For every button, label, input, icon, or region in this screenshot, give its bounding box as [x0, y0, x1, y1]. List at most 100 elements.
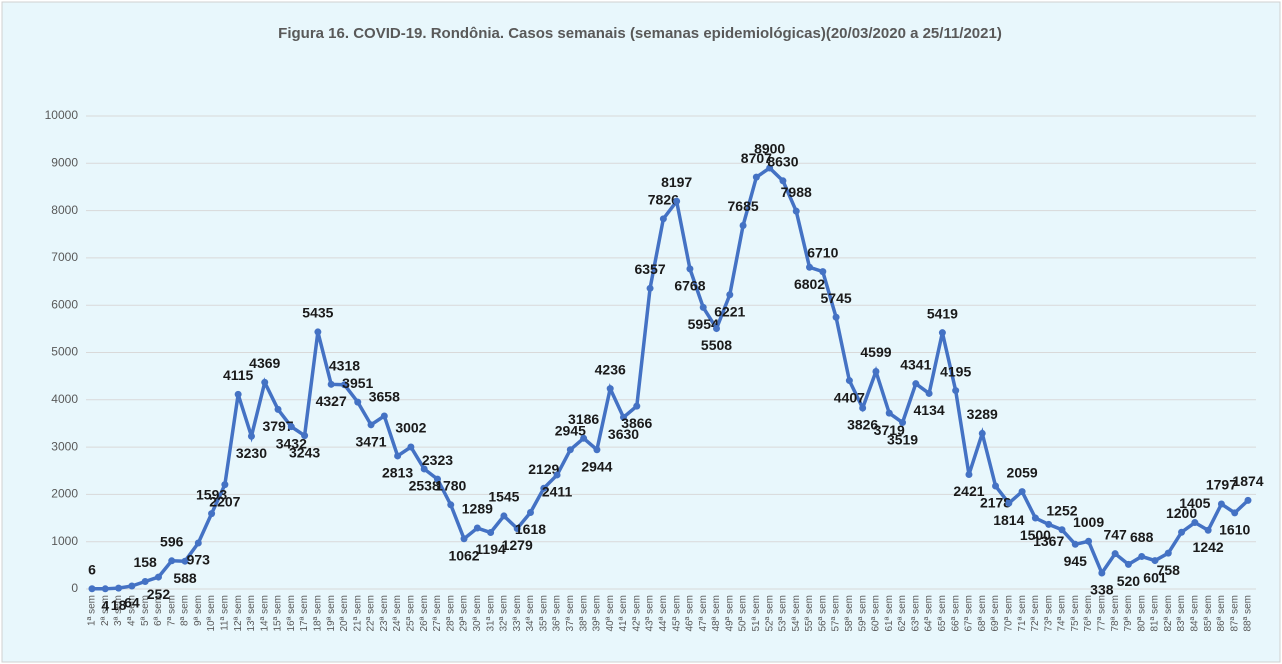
data-point	[619, 413, 627, 421]
data-label: 4341	[900, 356, 931, 372]
data-label: 2178	[980, 495, 1011, 511]
data-point	[566, 446, 574, 454]
data-label: 2411	[542, 484, 573, 500]
x-tick-label: 84ª sem	[1189, 595, 1200, 632]
x-tick-label: 51ª sem	[751, 595, 762, 632]
x-tick-label: 34ª sem	[525, 595, 536, 632]
data-label: 3289	[967, 406, 998, 422]
data-label: 1500	[1020, 527, 1051, 543]
data-point	[872, 367, 880, 375]
x-tick-label: 25ª sem	[406, 595, 417, 632]
data-label: 7685	[728, 198, 759, 214]
data-point	[540, 484, 548, 492]
data-point	[208, 510, 216, 518]
x-tick-label: 45ª sem	[671, 595, 682, 632]
data-label: 1194	[475, 541, 506, 557]
y-tick-label: 10000	[45, 108, 79, 122]
data-point	[580, 434, 588, 442]
x-tick-label: 6ª sem	[153, 595, 164, 626]
data-label: 1874	[1232, 473, 1263, 489]
data-point	[1244, 496, 1252, 504]
data-point	[978, 429, 986, 437]
data-label: 973	[187, 552, 211, 568]
x-tick-label: 3ª sem	[113, 595, 124, 626]
data-point	[433, 475, 441, 483]
data-point	[1204, 526, 1212, 534]
data-label: 5508	[701, 337, 732, 353]
data-label: 601	[1143, 569, 1167, 585]
data-point	[420, 465, 428, 473]
x-tick-label: 73ª sem	[1043, 595, 1054, 632]
x-tick-label: 47ª sem	[698, 595, 709, 632]
data-point	[819, 268, 827, 276]
x-tick-label: 4ª sem	[127, 595, 138, 626]
x-tick-label: 42ª sem	[631, 595, 642, 632]
data-label: 2421	[953, 483, 984, 499]
data-point	[513, 525, 521, 533]
x-tick-label: 30ª sem	[472, 595, 483, 632]
data-point	[1138, 552, 1146, 560]
data-point	[88, 585, 96, 593]
data-point	[1151, 557, 1159, 565]
data-label: 6802	[794, 276, 825, 292]
x-tick-label: 88ª sem	[1243, 595, 1254, 632]
data-point	[752, 173, 760, 181]
x-tick-label: 35ª sem	[538, 595, 549, 632]
data-label: 588	[173, 570, 197, 586]
data-point	[327, 380, 335, 388]
data-label: 4115	[223, 367, 254, 383]
data-label: 3866	[621, 415, 652, 431]
data-point	[912, 380, 920, 388]
data-label: 1545	[488, 489, 519, 505]
data-label: 8630	[767, 154, 798, 170]
x-tick-label: 53ª sem	[778, 595, 789, 632]
data-point	[287, 423, 295, 431]
data-point	[101, 585, 109, 593]
data-label: 7826	[648, 192, 679, 208]
data-label: 3630	[608, 426, 639, 442]
data-point	[1178, 528, 1186, 536]
data-label: 3471	[355, 434, 386, 450]
data-label: 3519	[887, 431, 918, 447]
data-label: 3719	[874, 422, 905, 438]
data-point	[394, 452, 402, 460]
x-tick-label: 44ª sem	[658, 595, 669, 632]
data-label: 1814	[993, 512, 1024, 528]
data-label: 3951	[342, 375, 373, 391]
data-point	[992, 482, 1000, 490]
x-tick-label: 57ª sem	[831, 595, 842, 632]
x-tick-label: 24ª sem	[392, 595, 403, 632]
data-point	[1111, 550, 1119, 558]
y-tick-label: 2000	[51, 487, 78, 501]
y-tick-label: 8000	[51, 203, 78, 217]
data-label: 64	[124, 595, 140, 611]
x-tick-label: 18ª sem	[313, 595, 324, 632]
data-point	[1164, 549, 1172, 557]
data-label: 1780	[435, 478, 466, 494]
data-point	[340, 381, 348, 389]
x-tick-label: 48ª sem	[711, 595, 722, 632]
x-tick-label: 43ª sem	[645, 595, 656, 632]
data-label: 252	[147, 586, 171, 602]
data-label: 6357	[634, 261, 665, 277]
data-point	[1191, 519, 1199, 527]
x-tick-label: 82ª sem	[1163, 595, 1174, 632]
x-tick-label: 32ª sem	[499, 595, 510, 632]
data-label: 2813	[382, 465, 413, 481]
data-point	[473, 524, 481, 532]
data-point	[1058, 526, 1066, 534]
data-point	[593, 446, 601, 454]
data-label: 1289	[462, 501, 493, 517]
data-point	[247, 432, 255, 440]
data-point	[128, 582, 136, 590]
data-point	[766, 164, 774, 172]
x-tick-label: 78ª sem	[1110, 595, 1121, 632]
data-point	[261, 378, 269, 386]
data-point	[301, 432, 309, 440]
data-point	[154, 573, 162, 581]
x-tick-label: 50ª sem	[738, 595, 749, 632]
data-point	[1085, 537, 1093, 545]
x-tick-label: 56ª sem	[817, 595, 828, 632]
x-tick-label: 38ª sem	[578, 595, 589, 632]
